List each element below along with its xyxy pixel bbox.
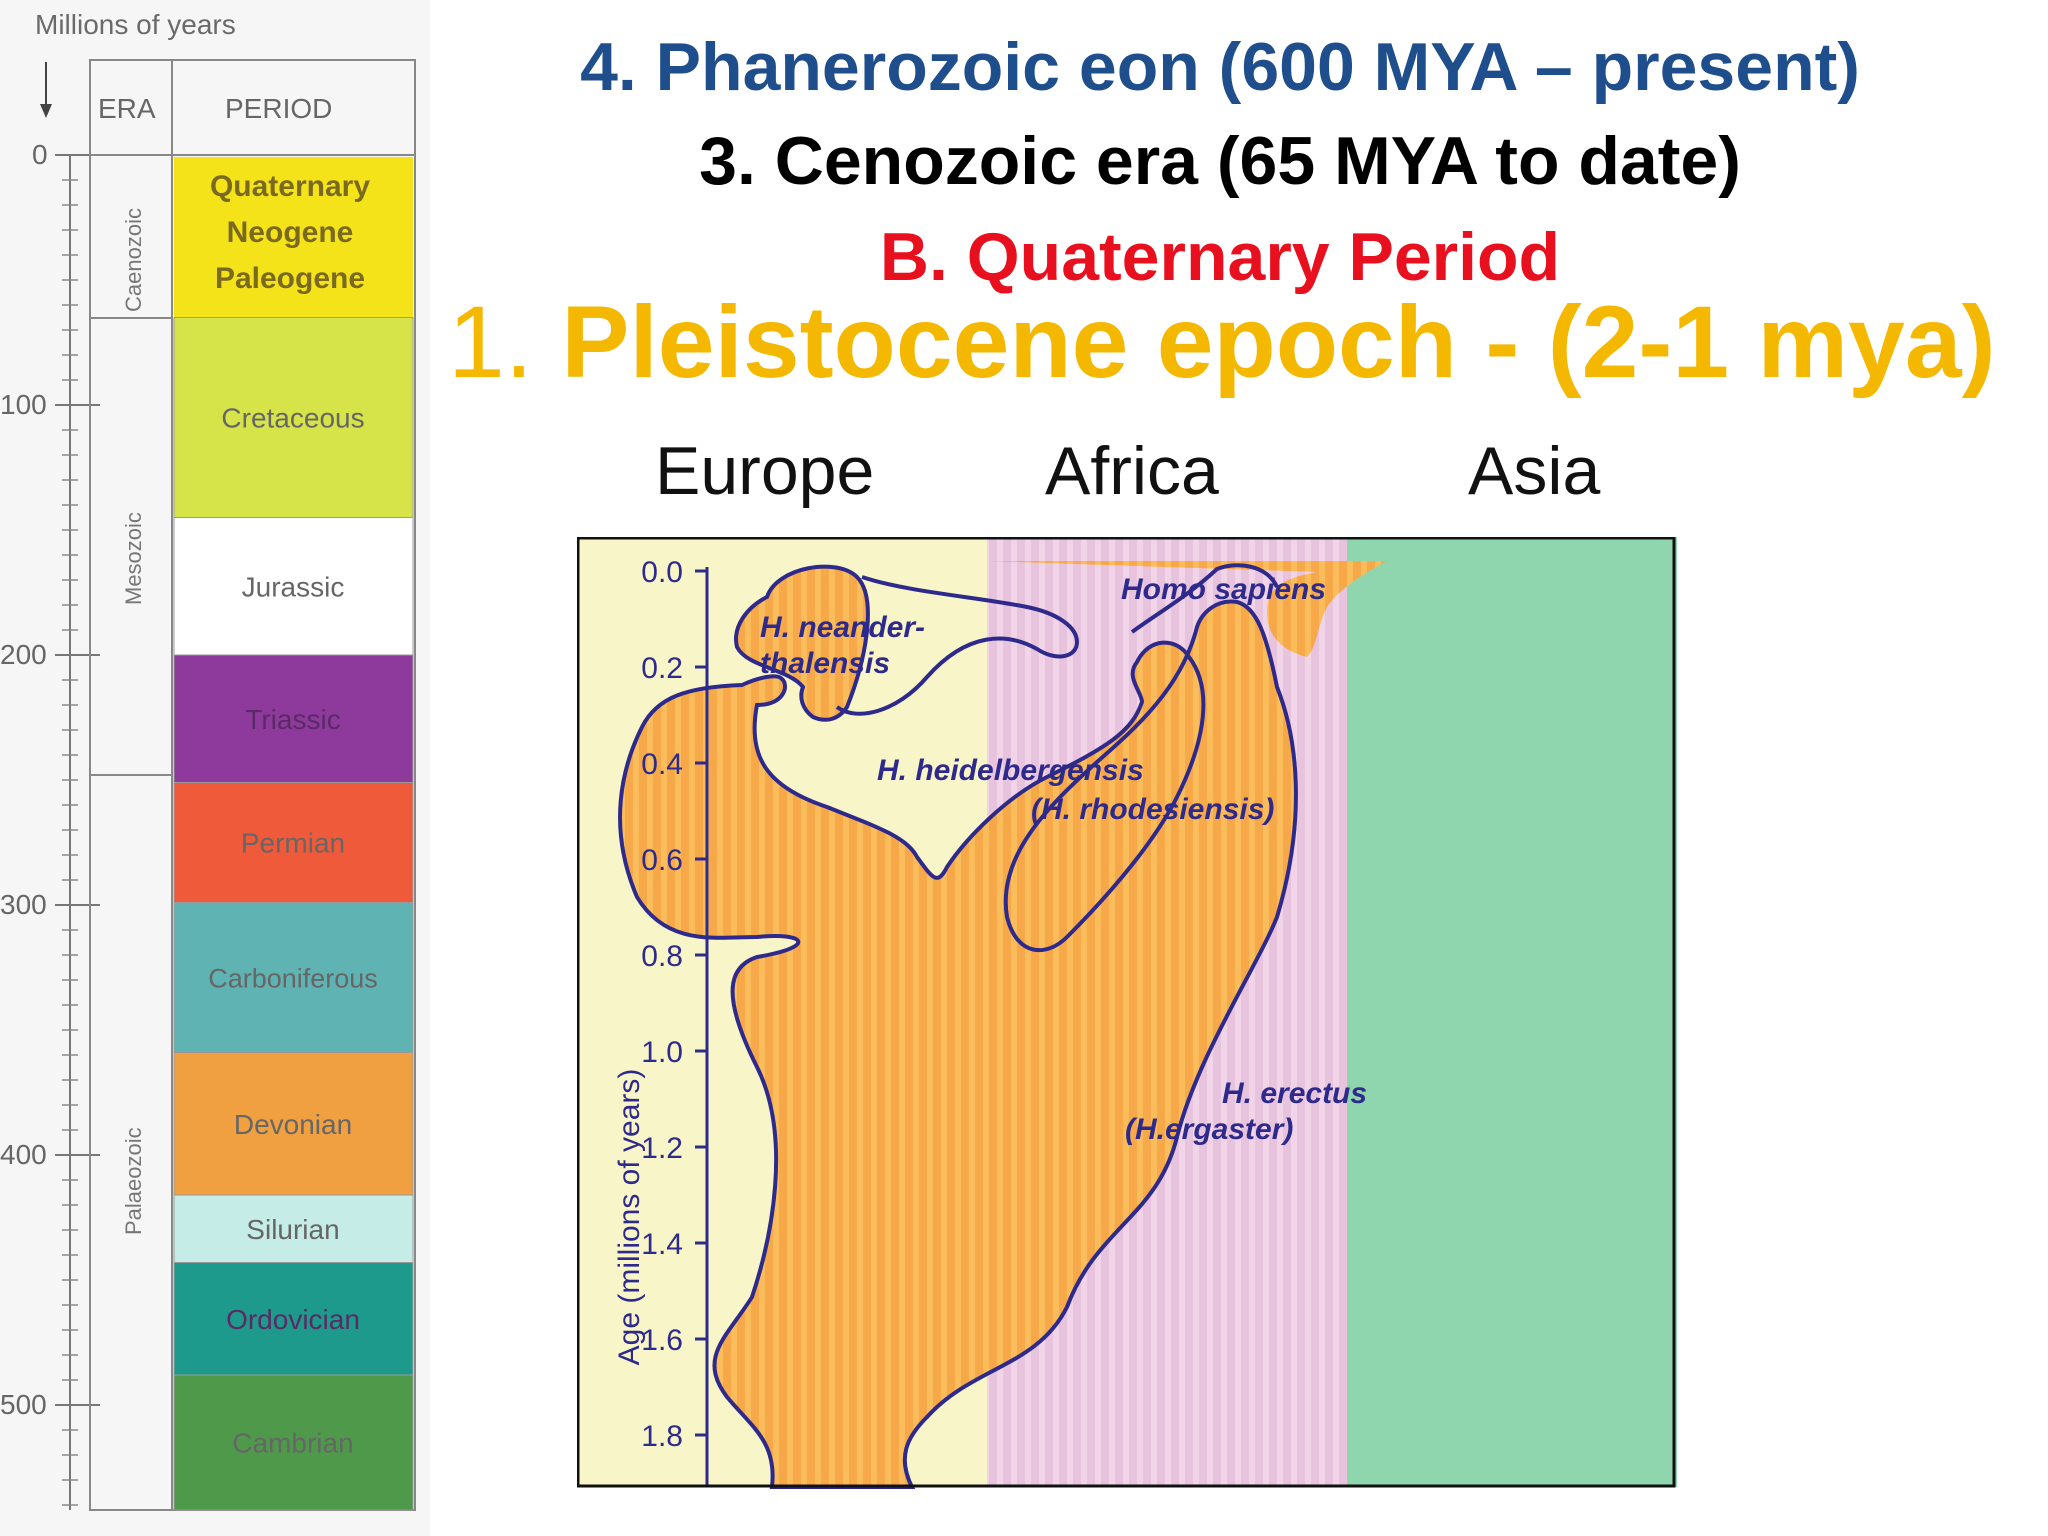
y-tick-label: 1.8 xyxy=(641,1420,683,1453)
region-africa: Africa xyxy=(1045,433,1219,509)
period-heading: B. Quaternary Period xyxy=(879,219,1561,295)
species-range-main xyxy=(618,599,1298,1489)
label-erectus-2: (H.ergaster) xyxy=(1125,1113,1293,1146)
y-axis-label: Age (millions of years) xyxy=(613,1069,646,1366)
period-label: Jurassic xyxy=(242,571,345,602)
label-neanderthalensis-2: thalensis xyxy=(760,647,890,680)
tick-label: 300 xyxy=(0,889,47,920)
header-era: ERA xyxy=(98,93,156,124)
sapiens-outline-left xyxy=(835,575,1080,716)
y-tick-label: 1.0 xyxy=(641,1036,683,1069)
label-heidelbergensis-1: H. heidelbergensis xyxy=(877,754,1144,787)
period-label: Cretaceous xyxy=(221,403,364,434)
sapiens-outline-right xyxy=(1130,563,1279,634)
timescale-caption: Millions of years xyxy=(35,9,236,40)
tick-label: 100 xyxy=(0,389,47,420)
period-block xyxy=(173,1374,414,1511)
period-label: Carboniferous xyxy=(208,964,378,994)
label-heidelbergensis-2: (H. rhodesiensis) xyxy=(1031,793,1274,826)
header-period: PERIOD xyxy=(225,93,332,124)
period-block xyxy=(173,1262,414,1376)
period-label: Cambrian xyxy=(232,1428,353,1459)
y-tick-label: 0.6 xyxy=(641,844,683,877)
y-tick-label: 1.2 xyxy=(641,1132,683,1165)
period-label: Ordovician xyxy=(226,1304,360,1335)
y-tick-label: 1.4 xyxy=(641,1228,683,1261)
period-label: Devonian xyxy=(234,1109,352,1140)
neanderthalensis-range xyxy=(734,564,870,722)
period-quaternary: Quaternary xyxy=(210,170,370,203)
label-erectus-1: H. erectus xyxy=(1222,1077,1367,1110)
era-caenozoic: Caenozoic xyxy=(121,208,146,312)
epoch-heading: 1. Pleistocene epoch - (2-1 mya) xyxy=(448,284,1996,401)
epoch-number: 1. xyxy=(448,285,534,399)
label-homo-sapiens: Homo sapiens xyxy=(1121,573,1326,606)
geologic-timescale: Millions of years 0 100 200 300 400 500 … xyxy=(0,0,430,1536)
y-tick-label: 0.4 xyxy=(641,748,683,781)
era-palaeozoic: Palaeozoic xyxy=(121,1127,146,1235)
period-neogene: Neogene xyxy=(227,216,354,249)
arrow-head-icon xyxy=(40,104,52,118)
epoch-title: Pleistocene epoch - (2-1 mya) xyxy=(561,285,1996,399)
period-label: Permian xyxy=(241,828,345,859)
period-paleogene: Paleogene xyxy=(215,262,365,295)
period-block xyxy=(173,902,414,1053)
y-tick-label: 0.8 xyxy=(641,940,683,973)
period-block xyxy=(173,654,414,783)
period-block xyxy=(173,517,414,656)
region-asia: Asia xyxy=(1468,433,1601,509)
period-label: Triassic xyxy=(245,704,340,735)
tick-label: 400 xyxy=(0,1139,47,1170)
tick-label: 200 xyxy=(0,639,47,670)
y-tick-label: 0.0 xyxy=(641,556,683,589)
axis-major-ticks xyxy=(55,154,100,1406)
label-neanderthalensis-1: H. neander- xyxy=(760,611,925,644)
period-label: Silurian xyxy=(246,1214,339,1245)
chart-frame xyxy=(577,537,1676,1488)
region-europe: Europe xyxy=(655,433,875,509)
eon-heading: 4. Phanerozoic eon (600 MYA – present) xyxy=(580,29,1860,105)
y-tick-label: 0.2 xyxy=(641,652,683,685)
hominin-distribution-chart: 0.0 0.2 0.4 0.6 0.8 1.0 1.2 1.4 1.6 1.8 Age (mill… xyxy=(577,537,1677,1489)
tick-label: 500 xyxy=(0,1389,47,1420)
y-axis-ticks: 0.0 0.2 0.4 0.6 0.8 1.0 1.2 1.4 1.6 1.8 xyxy=(641,556,707,1453)
period-block xyxy=(173,317,414,518)
era-mesozoic: Mesozoic xyxy=(121,512,146,605)
asia-region-bg xyxy=(1347,537,1677,1487)
period-block xyxy=(173,1194,414,1263)
period-block xyxy=(173,1052,414,1196)
era-heading: 3. Cenozoic era (65 MYA to date) xyxy=(699,123,1741,199)
y-tick-label: 1.6 xyxy=(641,1324,683,1357)
period-block xyxy=(173,782,414,903)
tick-label: 0 xyxy=(32,139,48,170)
period-blocks: Cretaceous Jurassic Triassic Permian Carboni… xyxy=(173,317,414,1511)
period-cenozoic-block xyxy=(174,157,413,318)
timescale-figure: Millions of years 0 100 200 300 400 500 … xyxy=(0,9,416,1511)
homo-sapiens-fill-top xyxy=(987,561,1387,657)
